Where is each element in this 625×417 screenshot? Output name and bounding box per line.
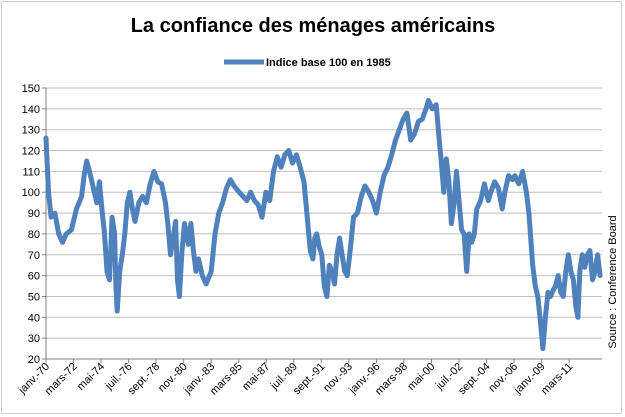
y-tick-label: 20	[28, 354, 40, 366]
gridlines	[46, 87, 602, 339]
legend: Indice base 100 en 1985	[224, 57, 391, 69]
source-label: Source : Conference Board	[607, 215, 619, 348]
x-tick-label: mai-00	[405, 361, 437, 393]
y-axis-ticks: 20 30 40 50 60 70 80 90 100 110 120 130 140 150	[22, 83, 46, 366]
legend-entry: Indice base 100 en 1985	[266, 57, 391, 69]
y-tick-label: 50	[28, 291, 40, 303]
y-tick-label: 60	[28, 271, 40, 283]
y-tick-label: 40	[28, 312, 40, 324]
x-axis-ticks: janv.-70mars-72mai-74juil.-76sept.-78nov…	[16, 359, 575, 398]
series-line-indice	[43, 98, 603, 352]
y-tick-label: 120	[22, 146, 40, 158]
y-tick-label: 140	[22, 104, 40, 116]
x-tick-label: mai-74	[75, 361, 107, 393]
y-tick-label: 130	[22, 125, 40, 137]
y-tick-label: 90	[28, 208, 40, 220]
y-tick-label: 100	[22, 187, 40, 199]
y-tick-label: 80	[28, 229, 40, 241]
chart-title: La confiance des ménages américains	[131, 15, 496, 37]
y-tick-label: 110	[22, 166, 40, 178]
y-tick-label: 150	[22, 83, 40, 95]
x-tick-label: mai-87	[240, 361, 272, 393]
y-tick-label: 70	[28, 250, 40, 262]
y-tick-label: 30	[28, 333, 40, 345]
